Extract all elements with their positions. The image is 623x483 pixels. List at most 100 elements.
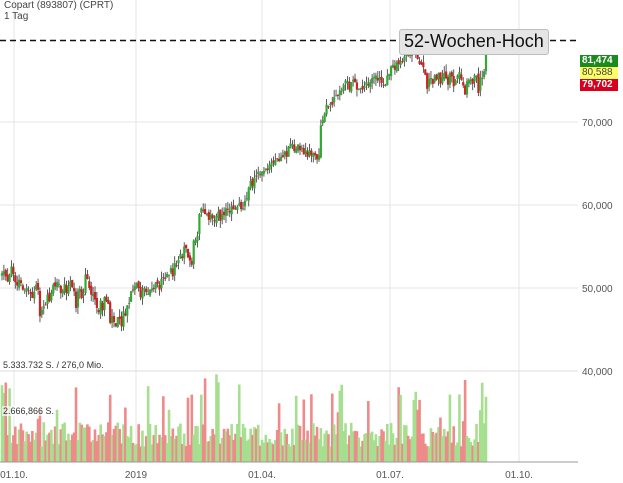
volume-bar [310,394,313,462]
candle-body [141,290,144,299]
candle-body [429,78,433,80]
volume-bar [199,394,203,462]
volume-bar [287,444,290,462]
volume-bars [0,374,488,462]
chart-title: Copart (893807) (CPRT) [4,0,114,11]
volume-bar [236,423,239,462]
volume-bar [192,434,196,462]
volume-bar [205,441,209,462]
candle-body [441,77,444,84]
volume-bar [209,435,213,462]
volume-bar [243,427,247,462]
candle-body [23,290,26,292]
volume-bar [308,442,311,462]
volume-bar [42,422,46,462]
candle-body [424,69,427,75]
candle-body [114,323,117,327]
candle-body [95,297,99,308]
candle-body [209,214,212,220]
candle-body [483,71,486,78]
volume-bar [129,425,133,462]
x-tick-label: 01.04. [248,470,276,481]
candle-body [312,153,315,157]
volume-bar [57,444,61,462]
volume-bar [122,424,125,462]
candle-body [230,206,233,215]
candle-body [52,284,55,294]
volume-bar [289,446,292,462]
candle-body [103,297,106,311]
candle-body [259,174,262,176]
candle-body [171,268,174,277]
volume-bar [420,433,423,462]
candle-body [10,266,13,276]
candle-body [376,78,379,81]
volume-bar [253,427,256,462]
volume-bar [370,431,374,462]
candle-body [27,290,30,292]
candle-body [353,78,357,83]
candle-body [143,288,146,291]
volume-bar [148,424,152,462]
volume-bar [0,385,4,462]
volume-bar [319,428,323,462]
volume-bar [275,430,279,462]
volume-bar [279,432,283,462]
candle-body [460,74,463,80]
candle-body [247,187,250,201]
volume-bar [190,394,194,462]
candle-body [107,299,110,304]
volume-bar [50,429,53,462]
candle-body [185,244,188,249]
volume-bar [327,434,330,462]
candle-body [33,292,36,299]
candle-body [279,156,283,162]
candle-body [272,160,275,163]
candle-body [6,274,9,282]
candle-body [255,175,258,177]
candle-body [445,71,448,79]
candle-body [310,150,313,156]
candle-body [105,296,108,302]
volume-bar [374,434,378,462]
candle-body [276,158,279,160]
y-tick-label: 60,000 [582,201,613,212]
volume-bar [311,423,315,462]
candle-body [479,77,482,91]
price-badge-high: 81,474 [580,55,618,67]
volume-bar [91,440,95,462]
volume-bar [31,430,34,462]
candle-body [139,286,142,298]
volume-bar [251,434,254,462]
volume-bar [404,425,408,462]
candle-body [48,292,51,302]
volume-bar [110,434,114,462]
candle-body [270,162,273,167]
volume-bar [471,445,475,462]
volume-bar [281,445,285,462]
volume-bar [285,433,289,462]
volume-bar [213,434,216,462]
volume-bar [72,432,76,462]
candle-body [0,273,4,276]
volume-bar [84,427,87,462]
candle-body [59,285,62,293]
candle-body [55,282,59,288]
candle-body [192,240,195,265]
volume-bar [344,423,347,462]
candle-body [293,144,296,152]
volume-bar [234,433,237,462]
candle-body [198,214,201,235]
candle-body [477,73,480,93]
volume-bar [298,425,302,462]
candle-body [471,79,474,84]
candle-body [211,215,214,219]
volume-bar [355,431,359,462]
candle-body [350,82,353,92]
candle-body [156,280,159,284]
price-badge-low: 79,702 [580,79,618,91]
candle-body [346,82,349,84]
volume-bar [25,431,28,462]
candle-body [175,265,178,267]
volume-bar [425,446,429,462]
